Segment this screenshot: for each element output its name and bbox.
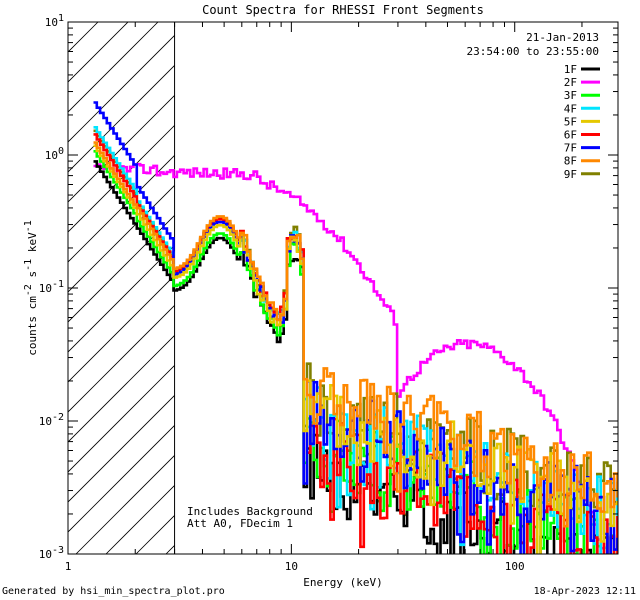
time-range-label: 23:54:00 to 23:55:00: [467, 45, 599, 58]
y-tick-label: 10-1: [39, 279, 64, 295]
legend-label-9f: 9F: [564, 168, 577, 181]
legend-label-3f: 3F: [564, 89, 577, 102]
series-layer: [93, 101, 618, 554]
y-label-sup1: -2: [23, 284, 34, 296]
footer-generated-by: Generated by hsi_min_spectra_plot.pro: [2, 586, 225, 597]
y-axis-label: counts cm-2 s-1 keV-1: [23, 220, 39, 356]
y-tick-label: 101: [45, 13, 64, 29]
legend-label-2f: 2F: [564, 76, 577, 89]
y-label-sup2: -1: [23, 259, 34, 271]
legend-label-7f: 7F: [564, 142, 577, 155]
x-tick-label: 1: [65, 560, 72, 573]
x-axis: 1 10 100: [65, 22, 583, 573]
series-line-8f: [93, 141, 618, 528]
y-axis: 10-3 10-2 10-1 100 101: [39, 13, 618, 561]
y-tick-label: 10-3: [39, 545, 64, 561]
y-label-mid: s: [26, 271, 39, 284]
legend-label-5f: 5F: [564, 115, 577, 128]
series-line-2f: [93, 162, 606, 554]
x-axis-label: Energy (keV): [303, 576, 382, 589]
date-label: 21-Jan-2013: [526, 31, 599, 44]
x-tick-label: 100: [505, 560, 525, 573]
footer-timestamp: 18-Apr-2023 12:11: [534, 586, 636, 597]
legend-label-6f: 6F: [564, 129, 577, 142]
legend-label-1f: 1F: [564, 63, 577, 76]
y-label-sup3: -1: [23, 220, 34, 232]
note-background: Includes Background: [187, 505, 313, 518]
series-line-6f: [93, 133, 618, 554]
legend-label-8f: 8F: [564, 155, 577, 168]
note-attenuator: Att A0, FDecim 1: [187, 517, 293, 530]
y-label-base: counts cm: [26, 296, 39, 356]
y-tick-label: 10-2: [39, 412, 64, 428]
y-tick-label: 100: [45, 146, 64, 162]
x-tick-label: 10: [285, 560, 298, 573]
chart-title: Count Spectra for RHESSI Front Segments: [202, 3, 484, 17]
y-label-mid2: keV: [26, 232, 39, 259]
legend-label-4f: 4F: [564, 102, 577, 115]
